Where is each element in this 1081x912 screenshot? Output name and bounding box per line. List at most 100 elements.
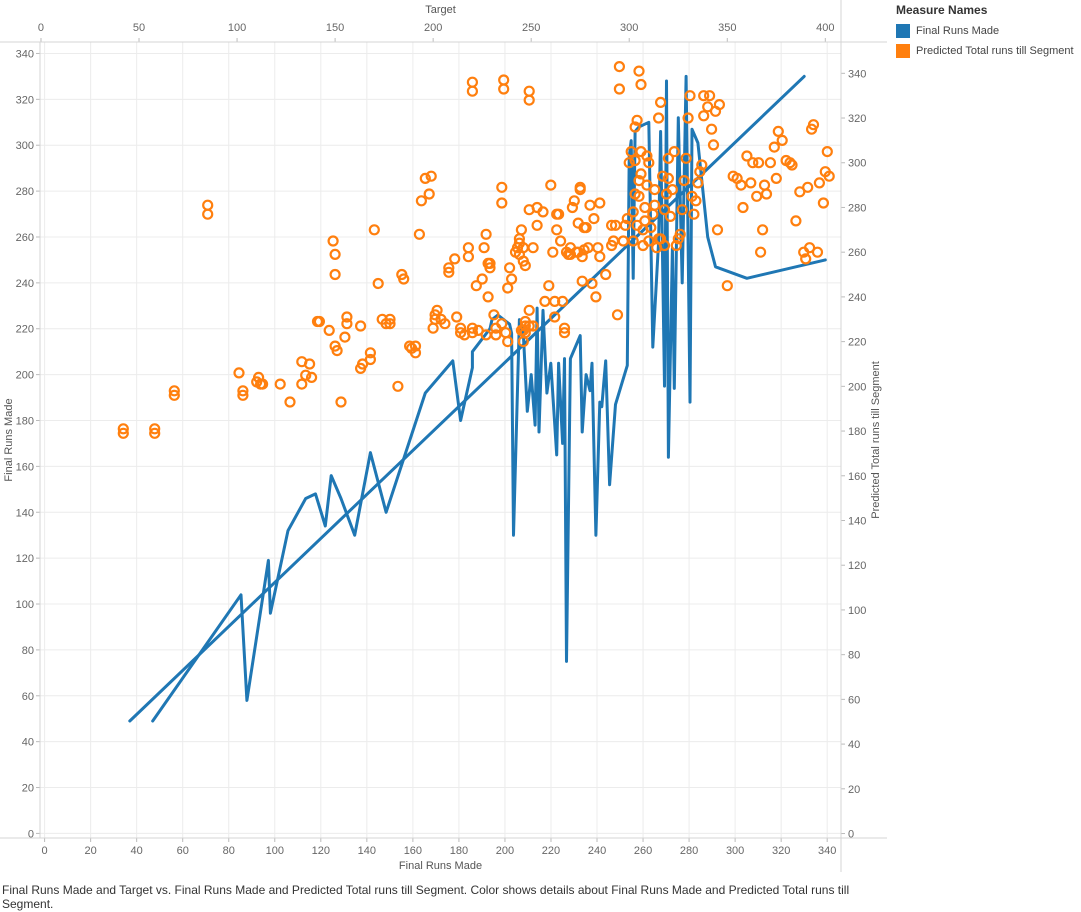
data-point xyxy=(149,423,161,435)
data-point xyxy=(339,331,351,343)
data-point xyxy=(745,177,757,189)
data-point xyxy=(274,378,286,390)
data-point xyxy=(711,224,724,236)
x2-axis-title: Target xyxy=(425,4,456,16)
y-tick-label: 60 xyxy=(22,691,34,703)
data-point xyxy=(506,273,518,285)
data-point xyxy=(633,65,645,77)
data-point xyxy=(627,206,639,218)
y2-tick-label: 100 xyxy=(848,605,866,617)
data-point xyxy=(623,157,635,169)
data-point xyxy=(392,380,404,392)
gridlines xyxy=(40,42,841,838)
data-point xyxy=(304,358,316,370)
data-point xyxy=(552,208,565,220)
data-point xyxy=(329,268,341,281)
data-point xyxy=(703,90,716,102)
x-tick-label: 20 xyxy=(85,845,97,857)
data-point xyxy=(786,159,798,171)
data-point xyxy=(794,186,806,198)
x2-tick-label: 50 xyxy=(133,22,145,34)
data-point xyxy=(721,280,733,292)
y2-tick-label: 280 xyxy=(848,202,866,214)
data-point xyxy=(490,329,502,341)
data-point xyxy=(764,157,777,169)
data-point xyxy=(554,235,567,247)
data-point xyxy=(364,353,376,366)
data-point xyxy=(537,206,549,218)
y2-tick-label: 240 xyxy=(848,292,866,304)
data-point xyxy=(425,170,437,182)
data-point xyxy=(556,295,569,307)
data-point xyxy=(466,322,478,334)
data-point xyxy=(327,235,339,247)
data-point xyxy=(643,235,655,247)
y-tick-label: 40 xyxy=(22,737,34,749)
y2-tick-label: 20 xyxy=(848,784,860,796)
data-point xyxy=(233,367,245,379)
x-tick-label: 100 xyxy=(266,845,284,857)
data-point xyxy=(692,177,704,189)
data-point xyxy=(605,219,618,231)
data-point xyxy=(423,188,435,200)
y2-tick-label: 220 xyxy=(848,337,866,349)
y-tick-label: 120 xyxy=(16,553,34,565)
x-tick-label: 200 xyxy=(496,845,514,857)
data-point xyxy=(811,246,824,258)
data-point xyxy=(531,219,543,231)
data-point xyxy=(821,146,833,158)
legend-item-final-runs[interactable]: Final Runs Made xyxy=(896,21,1080,41)
data-point xyxy=(611,309,624,321)
data-point xyxy=(300,369,312,381)
data-point xyxy=(504,262,516,274)
data-point xyxy=(149,427,161,439)
data-point xyxy=(415,195,427,207)
data-point xyxy=(558,327,571,339)
data-point xyxy=(558,322,571,334)
data-point xyxy=(680,152,692,164)
data-point xyxy=(498,83,510,95)
y2-tick-label: 300 xyxy=(848,158,866,170)
data-point xyxy=(754,246,767,258)
data-point xyxy=(549,311,561,323)
y-tick-label: 20 xyxy=(22,783,34,795)
data-point xyxy=(527,242,539,254)
data-point xyxy=(523,94,535,106)
x2-tick-label: 150 xyxy=(326,22,344,34)
plot-area xyxy=(117,60,835,723)
data-point xyxy=(737,201,749,214)
data-point xyxy=(662,152,675,164)
data-point xyxy=(747,157,759,169)
data-point xyxy=(496,181,508,193)
data-point xyxy=(741,150,753,162)
data-point xyxy=(202,208,214,220)
y-axis-title: Final Runs Made xyxy=(3,398,15,481)
data-point xyxy=(237,389,249,401)
data-point xyxy=(633,190,645,202)
data-point xyxy=(168,385,180,397)
x-tick-label: 300 xyxy=(726,845,744,857)
data-point xyxy=(451,311,463,323)
x-tick-label: 180 xyxy=(450,845,468,857)
x-tick-label: 220 xyxy=(542,845,560,857)
data-point xyxy=(482,291,494,303)
data-point xyxy=(590,291,602,303)
data-point xyxy=(523,320,535,332)
legend-title: Measure Names xyxy=(896,3,988,17)
data-point xyxy=(790,215,802,227)
x2-tick-label: 300 xyxy=(620,22,638,34)
data-point xyxy=(664,210,677,222)
data-point xyxy=(666,184,679,196)
data-point xyxy=(296,378,308,390)
legend-item-predicted[interactable]: Predicted Total runs till Segment xyxy=(896,41,1080,61)
data-point xyxy=(476,273,488,285)
data-point xyxy=(713,98,726,111)
data-point xyxy=(684,90,696,102)
data-point xyxy=(480,228,492,240)
data-point xyxy=(635,168,647,180)
data-point xyxy=(802,181,814,193)
x-tick-label: 80 xyxy=(223,845,235,857)
legend-swatch-orange xyxy=(896,44,910,58)
data-point xyxy=(629,121,641,133)
